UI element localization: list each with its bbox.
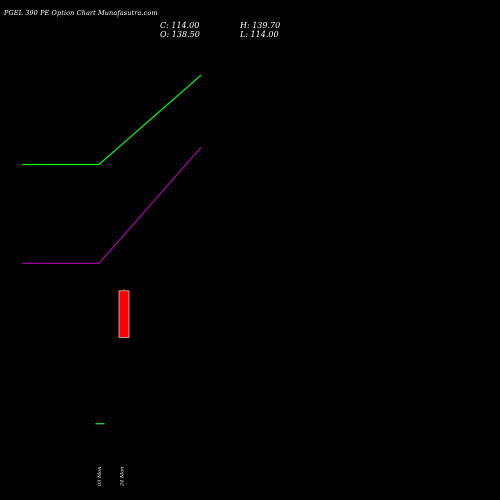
high-value: H: 139.70 — [240, 21, 281, 30]
indicator-lines — [22, 74, 202, 264]
candle-body — [118, 290, 130, 338]
indicator-line-1 — [22, 74, 202, 166]
candle-body — [95, 422, 105, 425]
open-value: O: 138.50 — [160, 30, 200, 39]
candle-2 — [118, 288, 130, 338]
candle-1 — [95, 422, 105, 425]
x-axis-labels: 03 Mon 24 Mon — [97, 467, 126, 487]
x-tick-label: 03 Mon — [97, 467, 103, 486]
close-value: C: 114.00 — [160, 21, 200, 30]
chart-title: PGEL 390 PE Option Chart Munafasutra.com — [4, 9, 158, 17]
x-tick-label: 24 Mon — [120, 467, 126, 487]
low-value: L: 114.00 — [240, 30, 279, 39]
indicator-line-2 — [22, 147, 202, 264]
candles — [95, 288, 130, 425]
